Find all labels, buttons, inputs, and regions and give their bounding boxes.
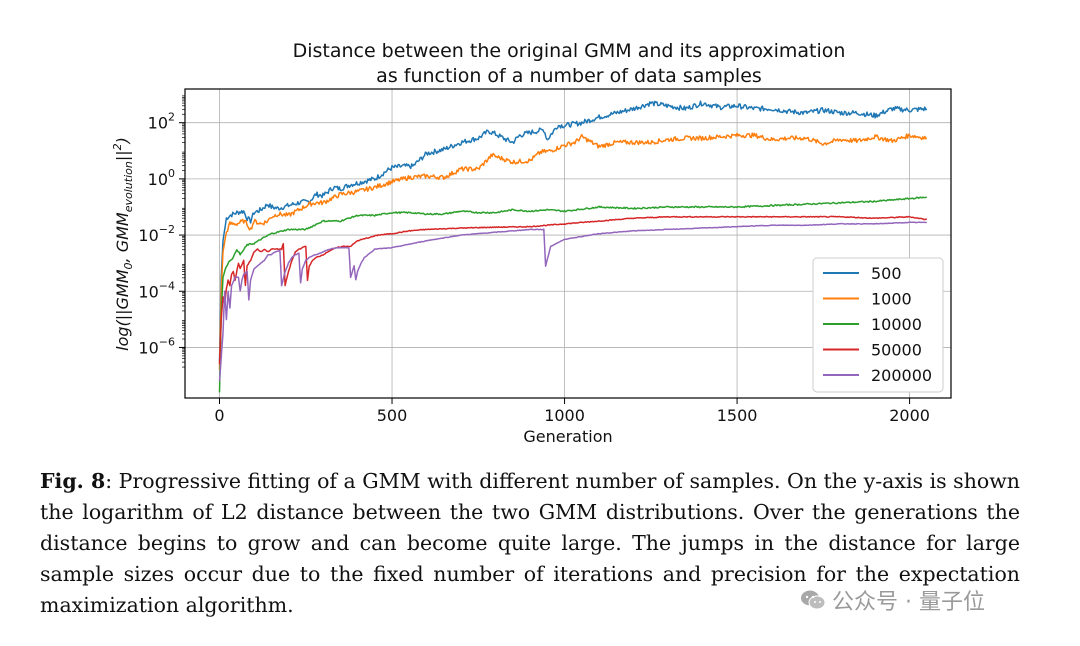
y-tick-label: 100 — [148, 167, 175, 189]
x-tick-label: 2000 — [889, 406, 930, 425]
series-line-1000 — [218, 132, 928, 370]
chart-title-line-2: as function of a number of data samples — [376, 65, 762, 87]
legend-label-1000: 1000 — [871, 290, 912, 309]
watermark: 公众号 · 量子位 — [800, 584, 985, 616]
y-tick-label: 10−4 — [138, 279, 175, 301]
watermark-text: 公众号 · 量子位 — [832, 590, 985, 615]
x-tick-label: 1000 — [544, 406, 585, 425]
legend-label-10000: 10000 — [871, 315, 922, 334]
chart-figure: Distance between the original GMM and it… — [111, 40, 952, 446]
legend-label-200000: 200000 — [871, 366, 932, 385]
series-line-200000 — [218, 221, 927, 382]
axis-ticks: 0 500 1000 1500 2000 102 100 10−2 10−4 10−6 — [138, 95, 930, 425]
x-tick-label: 500 — [377, 406, 408, 425]
legend-label-500: 500 — [871, 264, 902, 283]
x-tick-label: 0 — [214, 406, 224, 425]
y-tick-label: 10−6 — [138, 335, 175, 357]
series-lines — [218, 100, 928, 393]
series-line-10000 — [218, 196, 927, 393]
legend-box — [812, 257, 944, 393]
series-line-500 — [218, 100, 928, 362]
caption-label: Fig. 8 — [40, 469, 106, 493]
chart-title-line-1: Distance between the original GMM and it… — [293, 40, 846, 62]
caption-text: : Progressive fitting of a GMM with diff… — [40, 469, 1020, 617]
y-tick-label: 102 — [148, 111, 175, 133]
x-axis-label: Generation — [523, 427, 612, 446]
x-tick-label: 1500 — [717, 406, 758, 425]
y-axis-label: log(||GMM0, GMMevolution||2) — [111, 137, 135, 351]
y-tick-label: 10−2 — [138, 223, 175, 245]
wechat-icon — [801, 590, 826, 610]
figure-caption: Fig. 8: Progressive fitting of a GMM wit… — [40, 466, 1020, 621]
legend-label-50000: 50000 — [871, 341, 922, 360]
legend: 500 1000 10000 50000 200000 — [812, 257, 944, 393]
